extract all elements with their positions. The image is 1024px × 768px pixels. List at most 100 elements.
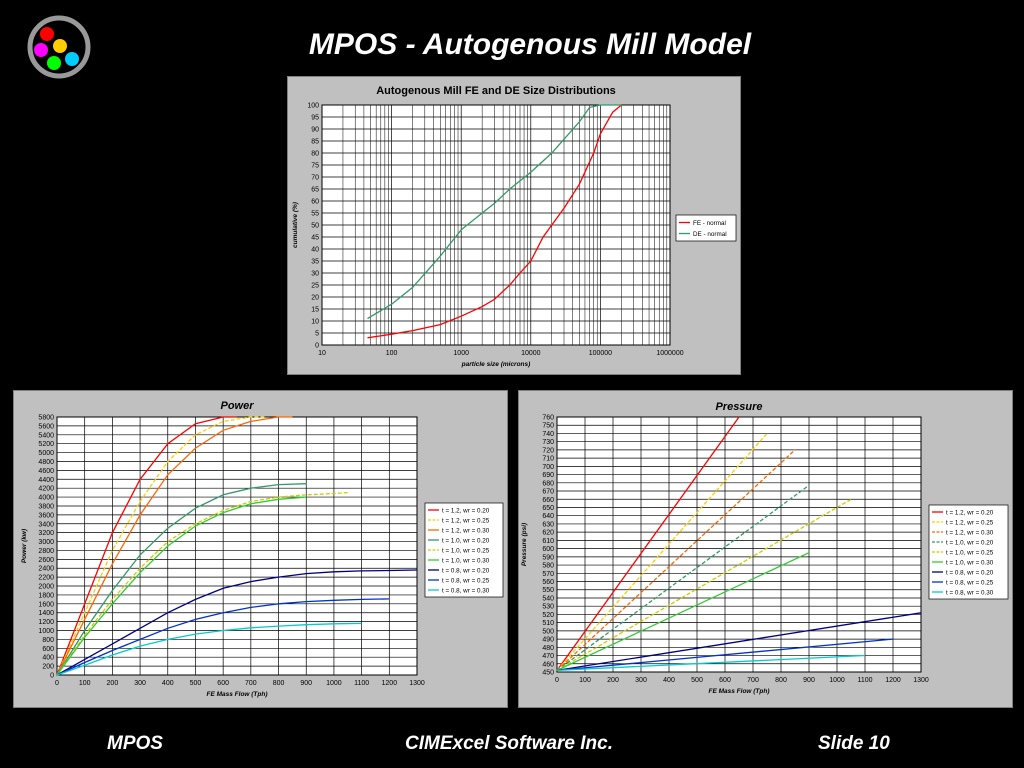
y-tick-label: 610	[542, 538, 554, 545]
x-tick-label: 100000	[589, 350, 612, 357]
y-tick-label: 540	[542, 595, 554, 602]
y-tick-label: 50	[311, 223, 319, 230]
x-axis-label: FE Mass Flow (Tph)	[206, 691, 267, 698]
y-tick-label: 750	[542, 423, 554, 430]
x-tick-label: 1300	[409, 680, 425, 687]
x-tick-label: 200	[107, 680, 119, 687]
x-tick-label: 10	[318, 350, 326, 357]
y-tick-label: 5	[315, 331, 319, 338]
footer-right: Slide 10	[818, 733, 890, 754]
y-tick-label: 740	[542, 431, 554, 438]
x-tick-label: 800	[775, 677, 787, 684]
y-tick-label: 65	[311, 187, 319, 194]
y-tick-label: 1800	[38, 592, 54, 599]
y-tick-label: 5600	[38, 423, 54, 430]
x-tick-label: 300	[635, 677, 647, 684]
y-tick-label: 5000	[38, 450, 54, 457]
logo-dot-cyan	[65, 52, 79, 66]
y-tick-label: 680	[542, 480, 554, 487]
x-tick-label: 1100	[857, 677, 872, 684]
y-tick-label: 10	[311, 319, 319, 326]
y-axis-label: cumulative (%)	[292, 202, 299, 248]
y-tick-label: 520	[542, 612, 554, 619]
y-tick-label: 55	[311, 211, 319, 218]
y-tick-label: 4600	[38, 468, 54, 475]
series-line	[556, 484, 810, 671]
legend-box	[675, 214, 737, 242]
size-distribution-panel: Autogenous Mill FE and DE Size Distribut…	[287, 76, 741, 375]
x-tick-label: 900	[803, 677, 815, 684]
legend-label: t = 1.2, wr = 0.25	[442, 517, 490, 524]
y-tick-label: 670	[542, 489, 554, 496]
legend-label: t = 1.2, wr = 0.30	[442, 527, 490, 534]
y-tick-label: 100	[307, 103, 319, 110]
series-line	[56, 416, 293, 676]
x-tick-label: 1000	[453, 350, 469, 357]
series-line	[56, 416, 265, 676]
x-tick-label: 900	[300, 680, 312, 687]
y-tick-label: 570	[542, 571, 554, 578]
y-tick-label: 450	[542, 670, 554, 677]
x-tick-label: 600	[217, 680, 229, 687]
x-tick-label: 400	[663, 677, 675, 684]
plot-area	[556, 416, 922, 673]
y-tick-label: 3800	[38, 503, 54, 510]
y-tick-label: 3600	[38, 512, 54, 519]
logo-dot-yellow	[53, 39, 67, 53]
legend-label: t = 1.2, wr = 0.20	[946, 509, 994, 516]
y-tick-label: 200	[42, 664, 54, 671]
y-tick-label: 600	[42, 646, 54, 653]
logo-dot-green	[47, 56, 61, 70]
y-tick-label: 510	[542, 620, 554, 627]
x-tick-label: 300	[134, 680, 146, 687]
y-axis-label: Pressure (psi)	[521, 523, 528, 566]
series-line	[556, 552, 810, 671]
y-tick-label: 490	[542, 637, 554, 644]
series-line	[556, 638, 894, 672]
y-tick-label: 20	[311, 295, 319, 302]
legend-box	[424, 502, 504, 598]
x-tick-label: 10000	[521, 350, 541, 357]
y-tick-label: 70	[311, 175, 319, 182]
y-tick-label: 95	[311, 115, 319, 122]
y-tick-label: 470	[542, 653, 554, 660]
logo-dot-magenta	[34, 43, 48, 57]
y-tick-label: 3000	[38, 539, 54, 546]
y-tick-label: 2400	[38, 566, 54, 573]
y-tick-label: 1000	[38, 628, 54, 635]
x-tick-label: 100	[579, 677, 591, 684]
y-tick-label: 530	[542, 604, 554, 611]
footer-center: CIMExcel Software Inc.	[405, 733, 614, 754]
y-tick-label: 4400	[38, 477, 54, 484]
y-tick-label: 720	[542, 447, 554, 454]
y-tick-label: 500	[542, 628, 554, 635]
y-tick-label: 2600	[38, 557, 54, 564]
y-axis-label: Power (kw)	[21, 529, 28, 563]
y-tick-label: 400	[42, 655, 54, 662]
y-tick-label: 3400	[38, 521, 54, 528]
y-tick-label: 2200	[38, 575, 54, 582]
series-line	[56, 483, 307, 676]
y-tick-label: 5400	[38, 432, 54, 439]
y-tick-label: 5800	[38, 415, 54, 422]
x-tick-label: 0	[555, 677, 559, 684]
series-line	[56, 569, 418, 676]
legend-label: t = 0.8, wr = 0.20	[946, 569, 994, 576]
y-tick-label: 40	[311, 247, 319, 254]
x-tick-label: 1200	[382, 680, 398, 687]
y-tick-label: 480	[542, 645, 554, 652]
x-tick-label: 1200	[885, 677, 901, 684]
legend-label: t = 1.0, wr = 0.30	[442, 557, 490, 564]
legend-label: t = 0.8, wr = 0.20	[442, 567, 490, 574]
x-tick-label: 500	[190, 680, 202, 687]
y-tick-label: 800	[42, 637, 54, 644]
y-tick-label: 80	[311, 151, 319, 158]
logo-graphic	[27, 15, 91, 79]
size-distribution-chart: Autogenous Mill FE and DE Size Distribut…	[292, 85, 737, 368]
y-tick-label: 30	[311, 271, 319, 278]
power-panel: Power 0 100 200 300 400 500 600 700 800 900 1000 110…	[13, 390, 508, 708]
y-tick-label: 60	[311, 199, 319, 206]
series-line	[556, 612, 922, 672]
y-tick-label: 15	[311, 307, 319, 314]
y-tick-label: 4000	[38, 495, 54, 502]
